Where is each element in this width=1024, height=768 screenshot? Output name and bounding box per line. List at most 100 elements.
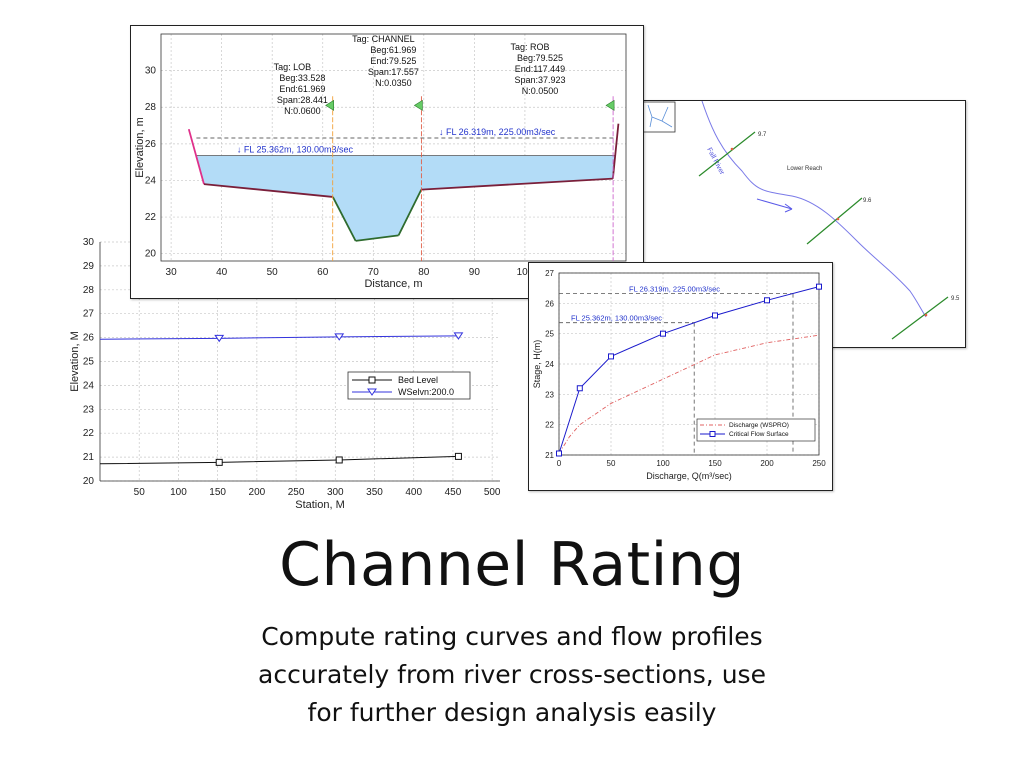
flow-direction-arrow [756,198,793,210]
section-label: 9.5 [951,296,960,302]
legend-label: WSelvn:200.0 [398,387,454,397]
legend-box [347,371,471,400]
region-tag-text: Beg:61.969 [370,45,416,55]
x-tick-label: 30 [166,267,178,278]
ground-segment [203,183,333,198]
subtitle-line-3: for further design analysis easily [307,698,717,727]
map-inset-river [647,104,673,128]
y-tick-label: 25 [83,357,95,368]
x-tick-label: 100 [517,267,534,278]
x-tick-label: 50 [134,487,146,498]
x-axis-label: Station, M [295,499,345,511]
region-tag-text: N:0.0350 [375,78,412,88]
water-level-label: ↓ FL 25.362m, 130.00m3/sec [237,145,354,155]
rating-curve-chart-panel: 0 50 100 150 200 250 21 22 23 24 25 26 27 Discharge, … [528,262,833,491]
y-tick-label: 20 [83,476,95,487]
y-tick-label: 27 [545,269,554,278]
region-marker [605,99,615,111]
region-tag-text: N:0.0600 [284,106,321,116]
legend-label: Critical Flow Surface [729,431,789,438]
region-marker [325,99,334,111]
ground-segment [187,128,205,185]
region-tag-text: Beg:33.528 [279,73,325,83]
data-point [215,458,223,466]
cross-section-chart: 30 40 50 60 70 80 90 100 20 22 24 26 28 30 Distance, m… [134,33,627,290]
region-tag-text: Tag: ROB [510,42,549,52]
y-tick-label: 30 [83,237,95,248]
y-tick-label: 29 [83,261,95,272]
x-tick-label: 250 [812,459,826,468]
ground-segment [332,196,357,242]
region-tag-text: End:79.525 [370,56,416,66]
annotation-label: FL 26.319m, 225.00m3/sec [629,285,720,294]
river-map: Fall River Lower Reach 9.7 9.6 9.5 [642,101,960,340]
x-tick-label: 80 [418,267,430,278]
river-label: Fall River [705,147,725,177]
y-tick-label: 28 [145,102,157,113]
x-tick-label: 150 [209,487,226,498]
region-tag-text: Beg:79.525 [517,53,563,63]
region-tag-text: Span:17.557 [368,67,419,77]
map-inset [642,101,676,133]
x-axis-label: Distance, m [364,278,422,290]
series-line [99,455,459,465]
region-marker [413,99,423,111]
section-line-9-7 [698,131,756,177]
y-tick-label: 21 [83,452,95,463]
ground-segment [355,234,399,242]
plot-frame [558,272,820,456]
x-tick-label: 150 [708,459,722,468]
rating-curve-chart: 0 50 100 150 200 250 21 22 23 24 25 26 27 Discharge, … [532,269,826,481]
flow-arrowhead [784,203,793,213]
section-line-9-5 [891,296,949,340]
data-point [214,334,225,343]
x-tick-label: 500 [484,487,501,498]
y-tick-label: 26 [545,299,554,308]
y-tick-label: 30 [145,66,157,77]
subtitle-line-2: accurately from river cross-sections, us… [258,660,766,689]
y-tick-label: 22 [145,212,157,223]
y-axis-label: Elevation, M [70,331,81,392]
region-tag-text: Tag: LOB [274,62,312,72]
y-axis-label: Stage, H(m) [532,340,542,389]
y-tick-label: 22 [545,421,554,430]
annotation-label: FL 25.362m, 130.00m3/sec [571,314,662,323]
data-point [712,312,718,319]
x-tick-label: 100 [170,487,187,498]
page-title: Channel Rating [279,530,745,600]
y-tick-label: 21 [545,451,554,460]
region-tag-text: Span:28.441 [277,95,328,105]
y-tick-label: 23 [545,390,554,399]
section-line-9-6 [806,197,863,245]
x-tick-label: 50 [267,267,279,278]
section-label: 9.7 [758,132,767,138]
section-point [836,217,840,221]
x-tick-label: 90 [469,267,481,278]
y-tick-label: 26 [145,139,157,150]
series-line [99,335,459,340]
ground-segment [611,123,620,179]
x-tick-label: 450 [445,487,462,498]
x-tick-label: 40 [216,267,228,278]
legend-marker [367,388,377,396]
data-point [334,333,345,341]
river-channel-line [701,101,927,318]
x-tick-label: 350 [366,487,383,498]
y-tick-label: 25 [545,330,554,339]
y-axis-label: Elevation, m [134,117,146,178]
legend-marker [368,376,376,384]
x-tick-label: 50 [607,459,616,468]
section-point [730,147,734,151]
data-point [660,330,666,337]
flood-level-label: ↓ FL 26.319m, 225.00m3/sec [439,127,556,137]
legend-marker [709,431,716,437]
x-tick-label: 300 [327,487,344,498]
region-tag-text: End:61.969 [279,84,325,94]
reach-label: Lower Reach [787,166,822,172]
x-tick-label: 0 [557,459,562,468]
x-tick-label: 70 [368,267,380,278]
subtitle-line-1: Compute rating curves and flow profiles [261,622,763,651]
region-tag-text: Span:37.923 [514,75,565,85]
section-point [924,313,928,317]
y-tick-label: 24 [83,380,95,391]
